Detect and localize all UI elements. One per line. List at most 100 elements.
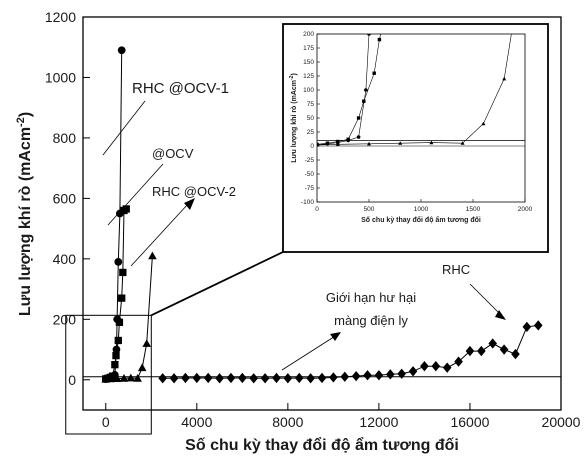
- main-point-diamond: [226, 372, 236, 384]
- main-point-triangle: [106, 374, 115, 383]
- main-point-diamond: [363, 370, 372, 381]
- annotation-rhc-ocv2: RHC @OCV-2: [152, 184, 236, 199]
- main-y-tick-label: 1200: [45, 9, 76, 25]
- inset-y-tick-label: -50: [305, 171, 315, 178]
- main-point-diamond: [351, 370, 361, 382]
- inset-x-ticks: 0 500 1000 1500 2000: [315, 199, 533, 213]
- main-point-triangle: [148, 251, 157, 260]
- main-x-tick-label: 16000: [450, 414, 489, 430]
- inset-point-circle: [367, 34, 371, 36]
- inset-point-triangle: [398, 141, 403, 145]
- main-point-diamond: [397, 368, 406, 379]
- main-plot-frame: [82, 16, 562, 411]
- inset-x-tick-label: 500: [364, 206, 375, 213]
- inset-point-square: [362, 99, 366, 103]
- inset-series-line-0: [317, 34, 370, 146]
- annotation-rhc-ocv2-arrowhead: [184, 198, 195, 210]
- annotation-rhc-ocv2-pointer: [130, 203, 189, 267]
- inset-point-square: [377, 37, 382, 42]
- main-point-circle: [114, 257, 123, 266]
- main-point-diamond: [533, 320, 543, 331]
- inset-point-triangle: [335, 142, 340, 146]
- main-point-triangle: [137, 363, 147, 372]
- inset-y-tick-label: 75: [307, 101, 315, 108]
- inset-point-circle: [356, 135, 361, 139]
- annotation-rhc: RHC: [442, 262, 470, 277]
- annotation-rhc-arrowhead: [495, 310, 506, 320]
- inset-y-tick-label: -25: [305, 157, 315, 164]
- inset-point-triangle: [429, 140, 434, 145]
- annotation-limit-line2: màng điện ly: [334, 313, 408, 328]
- annotation-limit-arrowhead: [330, 332, 341, 341]
- main-point-circle: [117, 46, 126, 55]
- main-point-diamond: [340, 371, 350, 382]
- main-point-diamond: [420, 361, 429, 372]
- main-point-diamond: [306, 373, 315, 384]
- main-point-diamond: [249, 373, 259, 384]
- main-y-tick-label: 800: [53, 130, 77, 146]
- annotation-limit-line1: Giới hạn hư hại: [326, 290, 416, 305]
- main-point-triangle: [112, 374, 122, 382]
- main-point-diamond: [203, 372, 213, 384]
- main-point-diamond: [465, 345, 475, 357]
- main-point-diamond: [283, 373, 293, 384]
- inset-point-triangle: [481, 121, 486, 126]
- main-y-tick-label: 400: [53, 251, 77, 267]
- main-point-diamond: [477, 345, 486, 357]
- main-y-tick-label: 200: [53, 311, 77, 327]
- main-point-square: [122, 205, 130, 213]
- annotation-ocv-pointer: [107, 163, 164, 226]
- main-point-diamond: [499, 344, 509, 355]
- inset-y-tick-label: 25: [307, 129, 315, 136]
- main-point-diamond: [522, 321, 532, 333]
- inset-y-tick-label: 50: [307, 115, 315, 122]
- main-point-diamond: [238, 372, 247, 384]
- inset-y-tick-label: -100: [301, 199, 314, 206]
- main-point-diamond: [169, 373, 179, 384]
- inset-y-tick-label: 100: [303, 87, 314, 94]
- main-x-tick-label: 0: [102, 414, 110, 430]
- main-point-diamond: [442, 362, 452, 373]
- inset-y-axis-title: Lưu lượng khí rò (mAcm-2): [289, 73, 298, 163]
- main-point-square: [111, 360, 119, 369]
- inset-point-square: [372, 71, 376, 75]
- main-point-square: [118, 294, 126, 302]
- inset-y-tick-label: 175: [303, 45, 314, 52]
- main-x-ticks: 0 4000 8000 12000 16000 20000: [102, 403, 581, 430]
- main-point-diamond: [317, 372, 327, 384]
- inset-x-axis-title: Số chu kỳ thay đổi độ ẩm tương đối: [361, 216, 481, 224]
- inset-y-tick-label: -75: [305, 185, 315, 192]
- main-x-tick-label: 12000: [359, 414, 398, 430]
- inset-x-tick-label: 0: [315, 206, 319, 213]
- main-point-triangle: [126, 373, 136, 382]
- main-point-diamond: [374, 370, 384, 381]
- main-point-diamond: [385, 369, 395, 380]
- main-point-square: [115, 318, 124, 326]
- main-point-diamond: [454, 356, 463, 367]
- main-x-tick-label: 8000: [272, 414, 303, 430]
- annotation-rhc-ocv1-pointer: [102, 100, 146, 156]
- main-point-diamond: [408, 366, 418, 377]
- main-x-tick-label: 20000: [542, 414, 581, 430]
- main-point-triangle: [133, 373, 142, 382]
- inset-background: [283, 24, 548, 252]
- inset-point-triangle: [502, 76, 507, 81]
- main-x-axis-title: Số chu kỳ thay đổi độ ẩm tương đối: [185, 436, 459, 454]
- main-point-diamond: [488, 338, 498, 349]
- inset-point-square: [346, 137, 350, 141]
- main-y-tick-label: 600: [53, 190, 77, 206]
- inset-point-circle: [364, 88, 368, 92]
- inset-x-tick-label: 1000: [414, 206, 429, 213]
- main-point-diamond: [329, 372, 338, 383]
- annotation-limit-pointer: [281, 332, 341, 371]
- inset-point-square: [325, 141, 330, 145]
- main-point-diamond: [272, 372, 281, 384]
- inset-point-triangle: [460, 141, 465, 145]
- main-point-square: [114, 336, 122, 345]
- inset-series-line-1: [317, 34, 382, 145]
- main-x-tick-label: 4000: [181, 414, 212, 430]
- inset-y-tick-label: 0: [310, 143, 314, 150]
- main-point-triangle: [142, 339, 152, 347]
- main-series: [101, 46, 543, 384]
